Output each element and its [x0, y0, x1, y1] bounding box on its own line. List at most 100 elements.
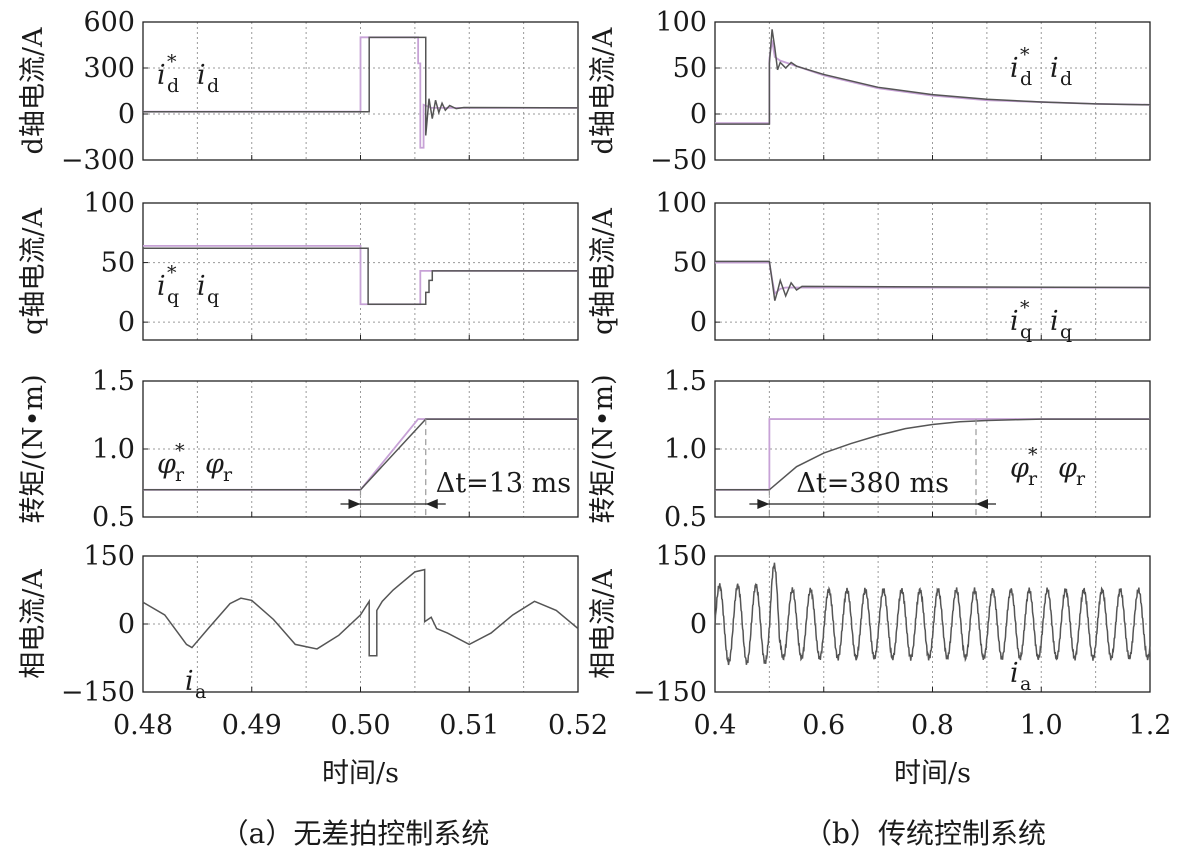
panel-left-3: −150 0 150 相电流/A i a: [18, 541, 579, 708]
legend: φ r* φ r: [1010, 444, 1086, 490]
y-tick-label: 0: [118, 99, 135, 130]
y-tick-label: 0: [118, 609, 135, 640]
y-tick-label: 50: [101, 248, 135, 279]
y-tick-label: 50: [673, 248, 707, 279]
legend-symbol: i: [157, 271, 166, 302]
x-tick-label: 0.6: [802, 710, 845, 741]
legend-symbol: φ: [205, 449, 224, 480]
legend: i q* i q: [157, 262, 219, 308]
y-axis-label: 转矩/(N•m): [588, 374, 619, 523]
legend-superscript: *: [1020, 44, 1030, 66]
x-tick-label: 0.51: [439, 710, 499, 741]
legend-superscript: *: [1020, 297, 1030, 319]
legend-subscript: a: [195, 681, 206, 703]
legend-subscript: r: [175, 464, 185, 486]
legend-subscript: d: [1060, 68, 1072, 90]
y-tick-label: 100: [655, 188, 707, 219]
series-act: [143, 247, 578, 306]
legend: i d* i d: [157, 51, 219, 97]
legend-superscript: *: [167, 51, 177, 73]
x-tick-label: 1.0: [1020, 710, 1063, 741]
delta-arrow-head-left: [757, 499, 770, 509]
legend-subscript: d: [1020, 68, 1032, 90]
series-act: [715, 260, 1151, 301]
legend-subscript: r: [1028, 468, 1038, 490]
x-tick-label: 1.2: [1129, 710, 1172, 741]
legend-symbol: i: [197, 60, 206, 91]
series-act: [143, 418, 578, 491]
legend-symbol: i: [1050, 53, 1059, 84]
legend-subscript: d: [207, 75, 219, 97]
y-axis-label: 相电流/A: [18, 569, 49, 679]
series-act: [143, 36, 579, 136]
y-axis-label: q轴电流/A: [18, 208, 49, 335]
legend-subscript: r: [1076, 468, 1086, 490]
delta-arrow-head-right: [976, 499, 988, 509]
legend-subscript: d: [167, 75, 179, 97]
legend-subscript: r: [223, 464, 233, 486]
legend-symbol: i: [157, 60, 166, 91]
x-tick-label: 0.4: [694, 710, 737, 741]
legend-subscript: q: [207, 286, 219, 308]
legend-symbol: φ: [1058, 453, 1077, 484]
y-tick-label: 0: [690, 99, 707, 130]
y-tick-label: −150: [61, 677, 135, 708]
y-tick-label: 600: [83, 7, 135, 38]
x-axis-label: 时间/s: [322, 758, 399, 789]
legend-symbol: φ: [1010, 453, 1029, 484]
y-tick-label: 300: [83, 53, 135, 84]
delta-t-label: Δt=13 ms: [436, 468, 571, 499]
y-axis-label: d轴电流/A: [588, 27, 619, 154]
y-tick-label: −300: [61, 145, 135, 176]
y-tick-label: 0: [118, 307, 135, 338]
legend-subscript: q: [1060, 321, 1072, 343]
legend-symbol: i: [1010, 53, 1019, 84]
delta-arrow-head-right: [425, 499, 438, 509]
y-tick-label: −150: [633, 677, 707, 708]
legend-symbol: φ: [157, 449, 176, 480]
y-axis-label: 转矩/(N•m): [18, 374, 49, 523]
y-tick-label: 0.5: [92, 502, 135, 533]
legend-superscript: *: [1028, 444, 1038, 466]
y-tick-label: 0: [690, 609, 707, 640]
x-axis-label: 时间/s: [894, 758, 971, 789]
legend-subscript: a: [1020, 673, 1031, 695]
delta-t-label: Δt=380 ms: [796, 468, 949, 499]
y-tick-label: 1.0: [92, 434, 135, 465]
y-axis-label: q轴电流/A: [588, 208, 619, 335]
series-act: [714, 562, 1151, 666]
legend-symbol: i: [185, 666, 194, 697]
legend-symbol: i: [197, 271, 206, 302]
y-axis-label: d轴电流/A: [18, 27, 49, 154]
y-tick-label: 50: [673, 53, 707, 84]
x-tick-label: 0.50: [330, 710, 390, 741]
y-tick-label: 1.5: [92, 366, 135, 397]
y-tick-label: 100: [83, 188, 135, 219]
x-tick-label: 0.8: [911, 710, 954, 741]
panel-left-2: 0.51.01.5转矩/(N•m) Δt=13 msφ r* φ r: [18, 366, 579, 533]
series-act: [715, 418, 1150, 491]
legend-subscript: q: [1020, 321, 1032, 343]
y-tick-label: 150: [655, 541, 707, 572]
y-tick-label: 0.5: [664, 502, 707, 533]
legend-symbol: i: [1050, 306, 1059, 337]
legend: i q* i q: [1010, 297, 1072, 343]
legend-symbol: i: [1010, 658, 1019, 689]
legend: i d* i d: [1010, 44, 1072, 90]
panel-right-2: 0.51.01.5转矩/(N•m) Δt=380 ms φ r* φ r: [588, 366, 1151, 533]
y-tick-label: 1.5: [664, 366, 707, 397]
delta-arrow-head-left: [348, 499, 361, 509]
panel-right-3: −150 0 150 相电流/A i a: [588, 541, 1151, 708]
legend-subscript: q: [167, 286, 179, 308]
legend-superscript: *: [167, 262, 177, 284]
y-tick-label: 1.0: [664, 434, 707, 465]
series-act: [715, 29, 1151, 125]
y-axis-label: 相电流/A: [588, 569, 619, 679]
